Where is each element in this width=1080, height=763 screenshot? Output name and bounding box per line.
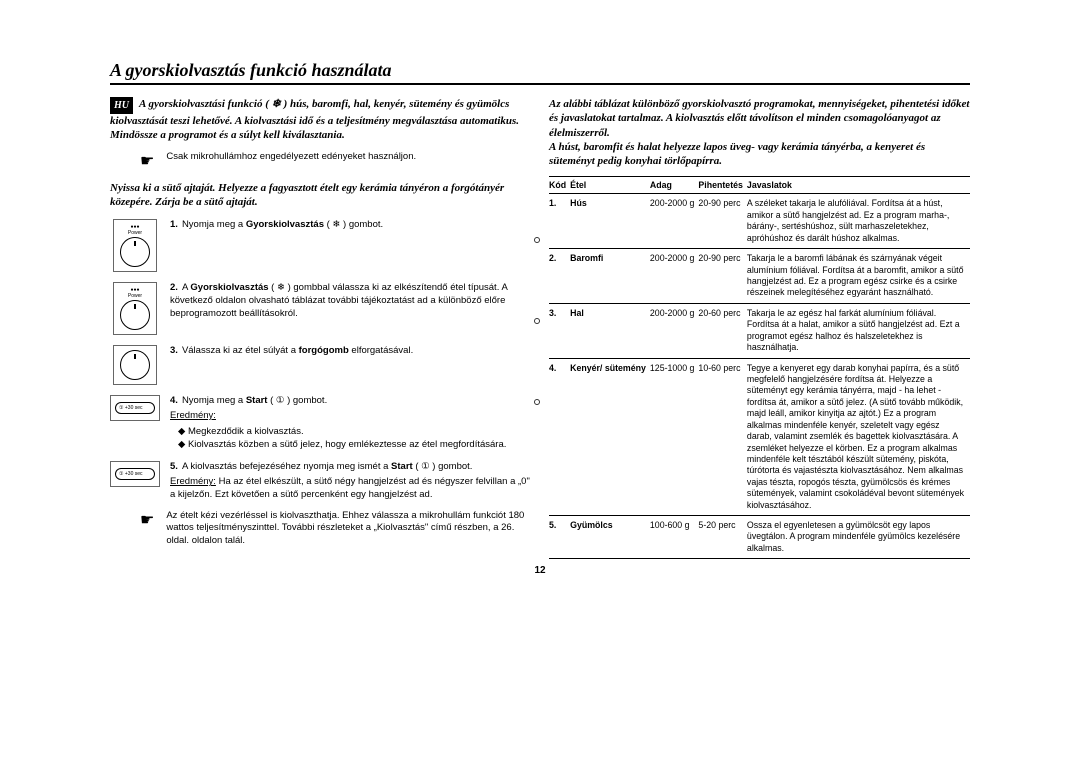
step-2-icon: ●●●Power xyxy=(110,282,160,335)
step-4: ① +30 sec 4.Nyomja meg a Start ( ① ) gom… xyxy=(110,395,531,451)
table-row: 5. Gyümölcs 100-600 g 5-20 perc Ossza el… xyxy=(549,516,970,559)
table-row: 2. Baromfi 200-2000 g 20-90 perc Takarja… xyxy=(549,249,970,304)
step-4-icon: ① +30 sec xyxy=(110,395,160,421)
step-2-body: 2.A Gyorskiolvasztás ( ❄ ) gombbal válas… xyxy=(170,282,531,320)
table-row: 3. Hal 200-2000 g 20-60 perc Takarja le … xyxy=(549,303,970,358)
note-text: Csak mikrohullámhoz engedélyezett edénye… xyxy=(166,151,416,171)
step-3-icon xyxy=(110,345,160,385)
page-number: 12 xyxy=(110,565,970,576)
th-etel: Étel xyxy=(570,177,650,194)
th-adag: Adag xyxy=(650,177,699,194)
step-1: ●●●Power 1.Nyomja meg a Gyorskiolvasztás… xyxy=(110,219,531,272)
two-columns: HUA gyorskiolvasztási funkció ( ❄ ) hús,… xyxy=(110,97,970,559)
th-kod: Kód xyxy=(549,177,570,194)
step-2: ●●●Power 2.A Gyorskiolvasztás ( ❄ ) gomb… xyxy=(110,282,531,335)
step-1-icon: ●●●Power xyxy=(110,219,160,272)
step-4-body: 4.Nyomja meg a Start ( ① ) gombot. Eredm… xyxy=(170,395,531,451)
defrost-table: Kód Étel Adag Pihentetés Javaslatok 1. H… xyxy=(549,176,970,559)
intro-left: HUA gyorskiolvasztási funkció ( ❄ ) hús,… xyxy=(110,97,531,143)
step-4-bullets: Megkezdődik a kiolvasztás. Kiolvasztás k… xyxy=(170,426,531,452)
left-column: HUA gyorskiolvasztási funkció ( ❄ ) hús,… xyxy=(110,97,531,559)
pointer-icon: ☛ xyxy=(140,151,154,171)
note-row-2: ☛ Az ételt kézi vezérléssel is kiolvaszt… xyxy=(110,510,531,547)
intro-right: Az alábbi táblázat különböző gyorskiolva… xyxy=(549,97,970,168)
manual-page: A gyorskiolvasztás funkció használata HU… xyxy=(110,60,970,743)
page-title: A gyorskiolvasztás funkció használata xyxy=(110,60,970,81)
th-jav: Javaslatok xyxy=(747,177,970,194)
binding-holes xyxy=(534,237,540,405)
note-row: ☛ Csak mikrohullámhoz engedélyezett edén… xyxy=(110,151,531,171)
step-5: ① +30 sec 5.A kiolvasztás befejezéséhez … xyxy=(110,461,531,501)
language-badge: HU xyxy=(110,97,133,114)
step-3-body: 3.Válassza ki az étel súlyát a forgógomb… xyxy=(170,345,531,358)
pointer-icon-2: ☛ xyxy=(140,510,154,547)
step-3: 3.Válassza ki az étel súlyát a forgógomb… xyxy=(110,345,531,385)
step-5-body: 5.A kiolvasztás befejezéséhez nyomja meg… xyxy=(170,461,531,501)
note-text-2: Az ételt kézi vezérléssel is kiolvasztha… xyxy=(166,510,531,547)
table-row: 4. Kenyér/ sütemény 125-1000 g 10-60 per… xyxy=(549,358,970,515)
steps-list: ●●●Power 1.Nyomja meg a Gyorskiolvasztás… xyxy=(110,219,531,502)
table-body: 1. Hús 200-2000 g 20-90 perc A széleket … xyxy=(549,194,970,559)
table-row: 1. Hús 200-2000 g 20-90 perc A széleket … xyxy=(549,194,970,249)
step-5-icon: ① +30 sec xyxy=(110,461,160,487)
step-1-body: 1.Nyomja meg a Gyorskiolvasztás ( ❄ ) go… xyxy=(170,219,531,232)
right-column: Az alábbi táblázat különböző gyorskiolva… xyxy=(549,97,970,559)
subhead-left: Nyissa ki a sütő ajtaját. Helyezze a fag… xyxy=(110,181,531,210)
title-bar: A gyorskiolvasztás funkció használata xyxy=(110,60,970,85)
intro-left-text: A gyorskiolvasztási funkció ( ❄ ) hús, b… xyxy=(110,98,519,141)
th-pih: Pihentetés xyxy=(698,177,747,194)
